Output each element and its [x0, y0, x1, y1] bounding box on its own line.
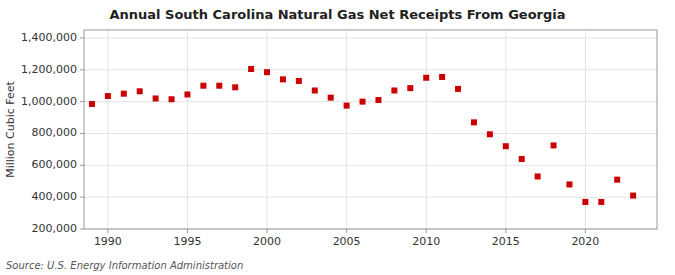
grid-line-x	[346, 30, 347, 229]
point	[630, 193, 636, 199]
point	[439, 74, 445, 80]
point	[566, 181, 572, 187]
point	[519, 156, 525, 162]
point	[471, 119, 477, 125]
tick-x	[585, 229, 586, 233]
point	[248, 66, 254, 72]
tick-label-y: 1,200,000	[21, 63, 77, 76]
title: Annual South Carolina Natural Gas Net Re…	[109, 7, 565, 22]
tick-y	[80, 133, 84, 134]
tick-x	[187, 229, 188, 233]
point	[137, 88, 143, 94]
grid-line-x	[505, 30, 506, 229]
tick-x	[505, 229, 506, 233]
point	[232, 84, 238, 90]
point	[614, 177, 620, 183]
point	[296, 78, 302, 84]
source: Source: U.S. Energy Information Administ…	[6, 260, 243, 271]
grid-line-x	[187, 30, 188, 229]
tick-x	[346, 229, 347, 233]
point	[455, 86, 461, 92]
tick-label-y: 600,000	[32, 158, 78, 171]
grid-line-y	[84, 37, 657, 38]
point	[153, 95, 159, 101]
grid-line-y	[84, 165, 657, 166]
point	[184, 91, 190, 97]
grid-line-x	[426, 30, 427, 229]
point	[328, 95, 334, 101]
tick-y	[80, 229, 84, 230]
point	[551, 142, 557, 148]
tick-label-y: 800,000	[32, 126, 78, 139]
tick-label-x: 1995	[173, 235, 201, 248]
axes: 200,000 400,000 600,000 800,000 1,000,000 1,2…	[21, 31, 599, 248]
tick-x	[426, 229, 427, 233]
y-axis-label: Million Cubic Feet	[4, 80, 17, 177]
point	[375, 97, 381, 103]
point	[360, 99, 366, 105]
tick-label-x: 2015	[492, 235, 520, 248]
tick-label-x: 2010	[412, 235, 440, 248]
point	[487, 131, 493, 137]
tick-label-x: 1990	[94, 235, 122, 248]
tick-x	[107, 229, 108, 233]
tick-label-y: 400,000	[32, 190, 78, 203]
point	[121, 91, 127, 97]
point	[105, 93, 111, 99]
tick-label-x: 2000	[253, 235, 281, 248]
point	[169, 96, 175, 102]
point	[535, 173, 541, 179]
grid-line-y	[84, 133, 657, 134]
point	[216, 83, 222, 89]
point	[200, 83, 206, 89]
marks	[89, 66, 636, 205]
grid-line-x	[107, 30, 108, 229]
point	[264, 69, 270, 75]
point	[407, 85, 413, 91]
point	[344, 103, 350, 109]
point	[423, 75, 429, 81]
grid-line-y	[84, 69, 657, 70]
plot-frame	[84, 30, 657, 229]
tick-y	[80, 165, 84, 166]
chart: 200,000 400,000 600,000 800,000 1,000,000 1,2…	[0, 0, 675, 275]
point	[598, 199, 604, 205]
tick-label-y: 200,000	[32, 222, 78, 235]
point	[89, 101, 95, 107]
point	[280, 76, 286, 82]
point	[503, 143, 509, 149]
tick-label-x: 2005	[333, 235, 361, 248]
grid-line-x	[267, 30, 268, 229]
tick-label-y: 1,000,000	[21, 95, 77, 108]
tick-y	[80, 101, 84, 102]
tick-y	[80, 69, 84, 70]
tick-label-x: 2020	[571, 235, 599, 248]
point	[312, 87, 318, 93]
tick-label-y: 1,400,000	[21, 31, 77, 44]
grid	[84, 30, 657, 229]
tick-y	[80, 37, 84, 38]
tick-x	[267, 229, 268, 233]
tick-y	[80, 197, 84, 198]
grid-line-y	[84, 197, 657, 198]
point	[582, 199, 588, 205]
point	[391, 87, 397, 93]
